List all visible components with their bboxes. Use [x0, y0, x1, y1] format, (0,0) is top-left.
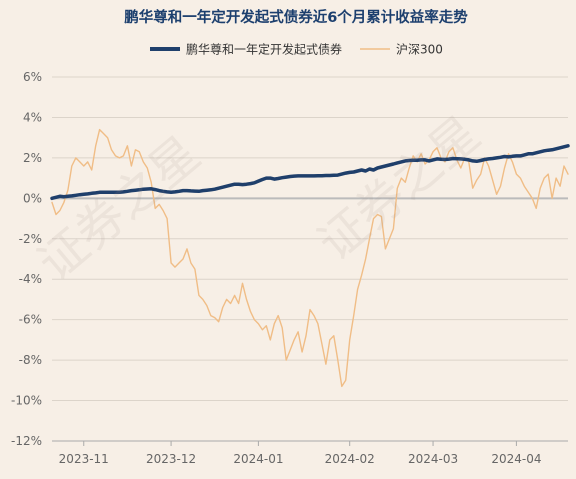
- legend-label-0: 鹏华尊和一年定开发起式债券: [186, 42, 342, 57]
- y-tick-label: -10%: [11, 394, 42, 408]
- x-tick-label: 2023-11: [59, 452, 109, 466]
- y-tick-label: -2%: [19, 232, 42, 246]
- y-tick-label: -6%: [19, 313, 42, 327]
- series-line-index: [51, 128, 569, 388]
- x-tick-label: 2023-12: [146, 452, 196, 466]
- y-tick-label: 6%: [23, 70, 42, 84]
- y-tick-label: 2%: [23, 151, 42, 165]
- y-tick-label: -8%: [19, 353, 42, 367]
- x-tick-label: 2024-03: [408, 452, 458, 466]
- series-group: [50, 128, 570, 388]
- x-tick-label: 2024-04: [491, 452, 541, 466]
- chart-title: 鹏华尊和一年定开发起式债券近6个月累计收益率走势: [124, 8, 468, 26]
- y-tick-label: 4%: [23, 110, 42, 124]
- grid: [52, 76, 568, 442]
- legend: 鹏华尊和一年定开发起式债券 沪深300: [150, 42, 443, 57]
- y-tick-label: -4%: [19, 272, 42, 286]
- y-tick-label: -12%: [11, 434, 42, 448]
- y-tick-label: 0%: [23, 191, 42, 205]
- series-line-fund: [50, 144, 570, 201]
- x-tick-label: 2024-01: [233, 452, 283, 466]
- x-axis: 2023-11 2023-12 2024-01 2024-02 2024-03 2024-…: [59, 441, 541, 466]
- x-tick-label: 2024-02: [325, 452, 375, 466]
- legend-label-1: 沪深300: [396, 43, 443, 57]
- y-axis: 6% 4% 2% 0% -2% -4% -6% -8% -10% -12%: [11, 70, 42, 448]
